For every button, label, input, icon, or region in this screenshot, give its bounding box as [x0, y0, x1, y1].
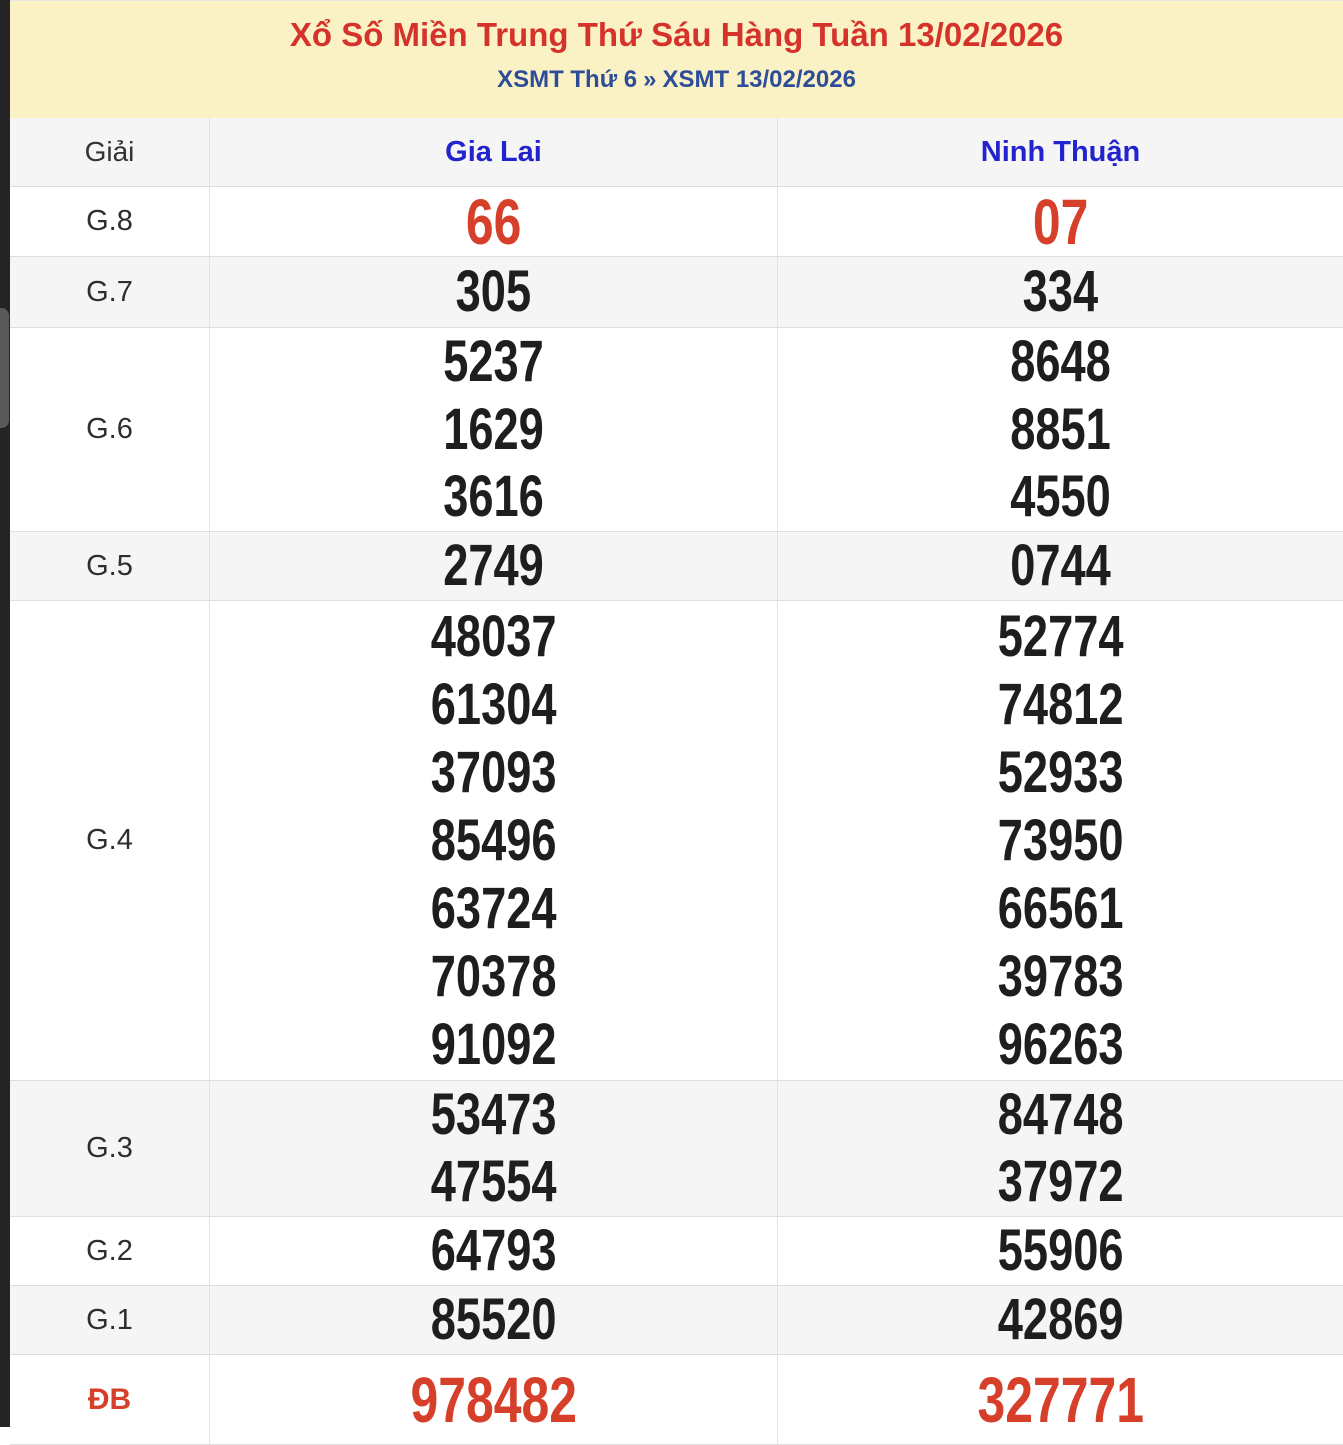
result-number: 0744 [1010, 533, 1111, 598]
breadcrumb-link-weekday[interactable]: XSMT Thứ 6 [497, 66, 638, 94]
result-cell: 55906 [778, 1217, 1343, 1286]
result-number: 39783 [997, 943, 1124, 1009]
result-cell: 2749 [210, 532, 778, 601]
prize-label: G.5 [86, 549, 133, 582]
prize-column-header: Giải [84, 136, 135, 167]
prize-label: G.8 [86, 205, 133, 237]
result-number: 63724 [430, 875, 557, 941]
result-cell: 07 [778, 187, 1343, 257]
result-number: 84748 [997, 1081, 1124, 1147]
table-row-g1: G.1 85520 42869 [10, 1286, 1343, 1355]
prize-column-header-cell: Giải [10, 118, 210, 187]
prize-label-cell: G.8 [10, 187, 210, 257]
result-number: 52774 [997, 603, 1124, 669]
prize-label-cell: G.2 [10, 1217, 210, 1286]
breadcrumb: XSMT Thứ 6» XSMT 13/02/2026 [10, 66, 1343, 94]
prize-label-cell: G.5 [10, 532, 210, 601]
result-number: 48037 [430, 603, 557, 669]
prize-label: G.7 [86, 275, 133, 308]
table-row-g3: G.3 53473 47554 84748 37972 [10, 1081, 1343, 1217]
page-title: Xổ Số Miền Trung Thứ Sáu Hàng Tuần 13/02… [289, 16, 1064, 53]
prize-label-cell: G.7 [10, 257, 210, 328]
result-cell: 8648 8851 4550 [778, 328, 1343, 532]
result-number: 305 [455, 259, 532, 324]
result-number: 61304 [430, 671, 557, 737]
result-cell: 305 [210, 257, 778, 328]
result-number: 55906 [997, 1218, 1124, 1283]
province-link-ninh-thuan[interactable]: Ninh Thuận [980, 135, 1141, 168]
breadcrumb-separator: » [643, 66, 657, 94]
province-header-cell: Gia Lai [210, 118, 778, 187]
prize-label-cell: G.1 [10, 1286, 210, 1355]
result-number: 978482 [410, 1363, 577, 1436]
lottery-results-page: Xổ Số Miền Trung Thứ Sáu Hàng Tuần 13/02… [10, 0, 1343, 1445]
result-number: 64793 [430, 1218, 557, 1283]
prize-label: G.2 [86, 1234, 133, 1267]
lottery-banner: Xổ Số Miền Trung Thứ Sáu Hàng Tuần 13/02… [10, 1, 1343, 118]
result-number: 73950 [997, 807, 1124, 873]
page-left-edge [0, 0, 10, 1427]
result-cell: 978482 [210, 1355, 778, 1445]
prize-label: ĐB [87, 1382, 132, 1416]
result-number: 66561 [997, 875, 1124, 941]
result-number: 3616 [443, 464, 544, 530]
result-number: 5237 [443, 328, 544, 394]
result-cell: 334 [778, 257, 1343, 328]
result-cell: 64793 [210, 1217, 778, 1286]
result-cell: 85520 [210, 1286, 778, 1355]
result-cell: 66 [210, 187, 778, 257]
result-cell: 5237 1629 3616 [210, 328, 778, 532]
result-number: 74812 [997, 671, 1124, 737]
result-number: 8851 [1010, 396, 1111, 462]
result-number: 4550 [1010, 464, 1111, 530]
prize-label: G.4 [86, 824, 133, 856]
table-row-g7: G.7 305 334 [10, 257, 1343, 328]
result-cell: 48037 61304 37093 85496 63724 70378 9109… [210, 601, 778, 1081]
prize-label-cell: G.6 [10, 328, 210, 532]
table-row-g8: G.8 66 07 [10, 187, 1343, 257]
result-number: 70378 [430, 943, 557, 1009]
result-cell: 52774 74812 52933 73950 66561 39783 9626… [778, 601, 1343, 1081]
result-number: 96263 [997, 1011, 1124, 1077]
province-link-gia-lai[interactable]: Gia Lai [445, 135, 542, 168]
table-row-db: ĐB 978482 327771 [10, 1355, 1343, 1445]
result-number: 37093 [430, 739, 557, 805]
table-row-g4: G.4 48037 61304 37093 85496 63724 70378 … [10, 601, 1343, 1081]
prize-label-cell: G.3 [10, 1081, 210, 1217]
result-cell: 84748 37972 [778, 1081, 1343, 1217]
result-number: 1629 [443, 396, 544, 462]
breadcrumb-link-date[interactable]: XSMT 13/02/2026 [662, 66, 856, 94]
prize-label: G.3 [86, 1132, 133, 1164]
result-number: 52933 [997, 739, 1124, 805]
prize-label-cell: G.4 [10, 601, 210, 1081]
table-row-g2: G.2 64793 55906 [10, 1217, 1343, 1286]
result-number: 47554 [430, 1149, 557, 1215]
result-number: 8648 [1010, 328, 1111, 394]
prize-label: G.6 [86, 413, 133, 445]
result-cell: 327771 [778, 1355, 1343, 1445]
result-number: 334 [1022, 259, 1099, 324]
result-number: 53473 [430, 1081, 557, 1147]
scrollbar-thumb[interactable] [0, 308, 9, 428]
result-number: 07 [1032, 185, 1089, 258]
results-table: Giải Gia Lai Ninh Thuận G.8 66 07 G.7 [10, 118, 1343, 1445]
result-cell: 53473 47554 [210, 1081, 778, 1217]
result-number: 66 [465, 185, 522, 258]
table-row-g6: G.6 5237 1629 3616 8648 8851 4550 [10, 328, 1343, 532]
result-cell: 42869 [778, 1286, 1343, 1355]
province-header-cell: Ninh Thuận [778, 118, 1343, 187]
result-cell: 0744 [778, 532, 1343, 601]
result-number: 85496 [430, 807, 557, 873]
result-number: 91092 [430, 1011, 557, 1077]
prize-label: G.1 [86, 1303, 133, 1336]
result-number: 42869 [997, 1287, 1124, 1352]
prize-label-cell: ĐB [10, 1355, 210, 1445]
table-row-g5: G.5 2749 0744 [10, 532, 1343, 601]
result-number: 327771 [977, 1363, 1144, 1436]
result-number: 2749 [443, 533, 544, 598]
table-header-row: Giải Gia Lai Ninh Thuận [10, 118, 1343, 187]
result-number: 85520 [430, 1287, 557, 1352]
result-number: 37972 [997, 1149, 1124, 1215]
